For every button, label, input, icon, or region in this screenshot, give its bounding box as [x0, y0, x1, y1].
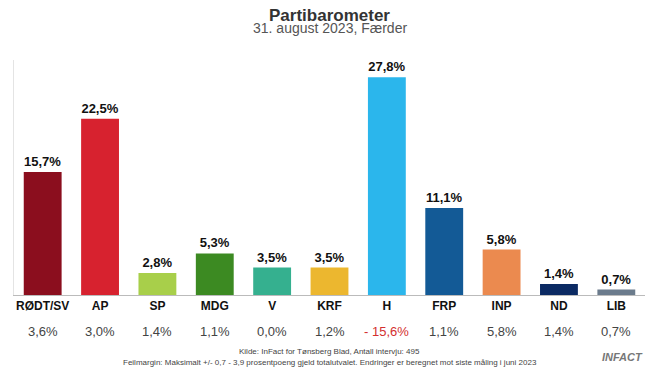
svg-text:3,5%: 3,5% — [257, 250, 287, 265]
svg-text:27,8%: 27,8% — [368, 59, 405, 74]
svg-text:0,7%: 0,7% — [601, 324, 631, 339]
svg-text:INP: INP — [492, 299, 512, 313]
svg-text:1,2%: 1,2% — [315, 324, 345, 339]
svg-text:5,3%: 5,3% — [200, 235, 230, 250]
svg-text:ND: ND — [550, 299, 568, 313]
svg-text:3,6%: 3,6% — [28, 324, 58, 339]
svg-text:1,1%: 1,1% — [200, 324, 230, 339]
svg-text:V: V — [268, 299, 276, 313]
svg-text:0,7%: 0,7% — [601, 272, 631, 287]
svg-text:1,4%: 1,4% — [544, 266, 574, 281]
svg-text:22,5%: 22,5% — [81, 101, 118, 116]
svg-text:2,8%: 2,8% — [142, 255, 172, 270]
svg-text:5,8%: 5,8% — [487, 324, 517, 339]
svg-text:FRP: FRP — [432, 299, 456, 313]
svg-text:Feilmargin: Maksimalt +/- 0,7: Feilmargin: Maksimalt +/- 0,7 - 3,9 pros… — [123, 358, 537, 367]
svg-text:- 15,6%: - 15,6% — [364, 324, 409, 339]
svg-text:LIB: LIB — [607, 299, 627, 313]
svg-text:15,7%: 15,7% — [24, 154, 61, 169]
svg-text:0,0%: 0,0% — [257, 324, 287, 339]
svg-text:1,1%: 1,1% — [429, 324, 459, 339]
svg-text:3,0%: 3,0% — [85, 324, 115, 339]
svg-text:MDG: MDG — [201, 299, 229, 313]
svg-text:AP: AP — [92, 299, 109, 313]
svg-text:3,5%: 3,5% — [314, 250, 344, 265]
svg-text:H: H — [383, 299, 392, 313]
svg-text:Kilde: InFact for Tønsberg Bla: Kilde: InFact for Tønsberg Blad, Antall … — [239, 347, 420, 356]
svg-text:1,4%: 1,4% — [142, 324, 172, 339]
svg-text:KRF: KRF — [317, 299, 342, 313]
svg-text:RØDT/SV: RØDT/SV — [16, 299, 69, 313]
svg-text:1,4%: 1,4% — [544, 324, 574, 339]
svg-text:11,1%: 11,1% — [426, 190, 463, 205]
svg-text:5,8%: 5,8% — [487, 232, 517, 247]
svg-text:31. august 2023, Færder: 31. august 2023, Færder — [253, 20, 407, 36]
svg-text:SP: SP — [149, 299, 165, 313]
svg-text:INFACT: INFACT — [602, 351, 643, 363]
svg-text:Partibarometer: Partibarometer — [269, 6, 390, 25]
